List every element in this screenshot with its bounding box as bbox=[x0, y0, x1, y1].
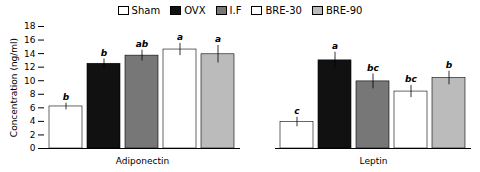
svg-text:2: 2 bbox=[30, 130, 36, 140]
html-text:BRE-90: BRE-90 bbox=[325, 4, 363, 16]
svg-text:b: b bbox=[101, 48, 108, 58]
svg-text:8: 8 bbox=[30, 89, 36, 99]
svg-text:14: 14 bbox=[24, 48, 36, 58]
svg-text:6: 6 bbox=[30, 103, 36, 113]
svg-text:b: b bbox=[63, 92, 70, 102]
svg-text:a: a bbox=[215, 34, 221, 44]
svg-text:Concentration (ng/ml): Concentration (ng/ml) bbox=[9, 38, 19, 137]
svg-text:Adiponectin: Adiponectin bbox=[116, 156, 169, 166]
svg-text:a: a bbox=[332, 41, 338, 51]
svg-text:16: 16 bbox=[24, 35, 36, 45]
svg-text:ab: ab bbox=[136, 39, 149, 49]
svg-text:c: c bbox=[294, 106, 300, 116]
html-text:OVX: OVX bbox=[184, 4, 206, 16]
svg-text:0: 0 bbox=[30, 143, 36, 153]
svg-text:4: 4 bbox=[30, 116, 36, 126]
svg-text:bc: bc bbox=[405, 74, 417, 84]
svg-text:18: 18 bbox=[24, 21, 36, 31]
svg-text:10: 10 bbox=[24, 76, 36, 86]
svg-text:12: 12 bbox=[24, 62, 35, 72]
svg-text:b: b bbox=[446, 60, 453, 70]
html-text:BRE-30: BRE-30 bbox=[265, 4, 302, 16]
svg-text:bc: bc bbox=[367, 63, 379, 73]
svg-text:Leptin: Leptin bbox=[360, 156, 388, 166]
html-text:Sham: Sham bbox=[131, 4, 161, 16]
svg-text:a: a bbox=[177, 32, 183, 42]
html-text:I.F: I.F bbox=[229, 4, 242, 16]
